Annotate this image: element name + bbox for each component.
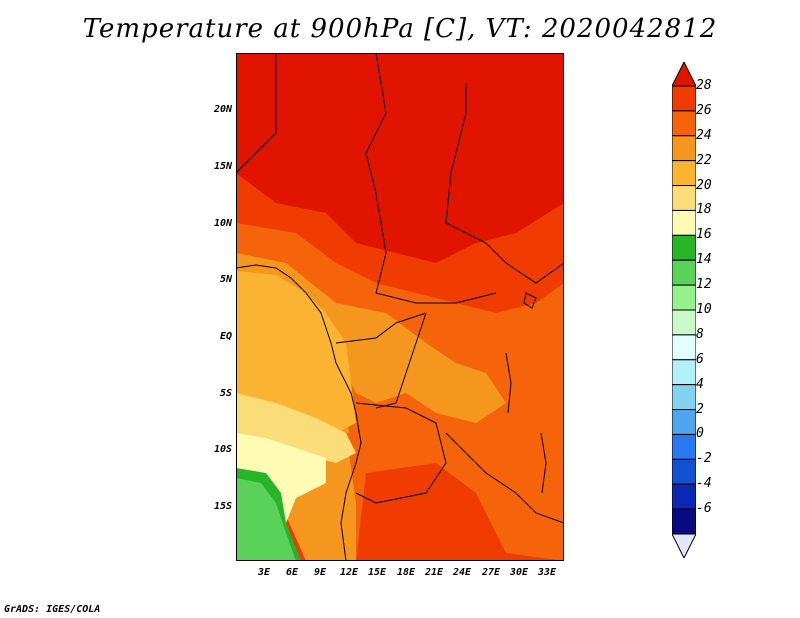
colorbar-tick-label: 12 (696, 277, 712, 293)
colorbar-tick-label: 4 (696, 376, 704, 392)
colorbar-tick-label: 22 (696, 152, 712, 168)
colorbar-segment (672, 85, 696, 112)
colorbar-segment (672, 508, 696, 535)
lon-label: 33E (537, 567, 557, 578)
colorbar-segment (672, 409, 696, 435)
lon-label: 18E (396, 567, 416, 578)
lat-label: 10N (213, 218, 232, 229)
colorbar-segment (672, 284, 696, 311)
colorbar-tick-label: 10 (696, 302, 712, 317)
border-4 (375, 292, 497, 304)
field-26-south (356, 463, 564, 561)
colorbar-tick-label: 14 (696, 252, 712, 268)
field-12 (236, 478, 296, 561)
colorbar-tick-label: 16 (696, 227, 712, 243)
colorbar-segment (672, 433, 696, 460)
lat-label: 5N (219, 274, 232, 285)
lat-label: 10S (213, 444, 232, 455)
lon-label: 3E (257, 567, 271, 578)
border-2 (445, 83, 564, 284)
lon-label: 21E (424, 567, 444, 578)
lat-label: 15S (213, 501, 232, 512)
colorbar-segment (672, 135, 696, 162)
colorbar-segment (672, 160, 696, 187)
colorbar-tick-label: -2 (696, 451, 712, 467)
colorbar-segment (672, 384, 696, 411)
field-18 (236, 393, 356, 463)
border-5 (375, 312, 427, 409)
colorbar-segment (672, 309, 696, 336)
lat-label: 15N (213, 161, 232, 172)
colorbar-segment (672, 110, 696, 137)
colorbar-segment (672, 259, 696, 286)
colorbar-tick-label: 6 (696, 351, 704, 367)
lon-label: 24E (452, 567, 472, 578)
lon-label: 9E (313, 567, 327, 578)
colorbar-segment (672, 533, 696, 558)
temperature-map (236, 53, 564, 561)
border-1 (365, 53, 387, 294)
colorbar-tick-label: 2 (696, 401, 704, 417)
lake-malawi (540, 432, 547, 494)
lat-label: 5S (219, 388, 232, 399)
colorbar-segment (672, 185, 696, 211)
credit-label: GrADS: IGES/COLA (4, 604, 101, 615)
lat-label: 20N (213, 104, 232, 115)
border-7 (445, 432, 564, 524)
field-20 (236, 271, 356, 433)
colorbar (672, 62, 696, 558)
colorbar-tick-label: -4 (696, 476, 712, 492)
colorbar-segment (672, 359, 696, 386)
colorbar-segment (672, 62, 696, 87)
colorbar-segment (672, 209, 696, 236)
coastline (236, 264, 362, 561)
colorbar-tick-label: 0 (696, 426, 704, 442)
chart-title: Temperature at 900hPa [C], VT: 202004281… (82, 14, 718, 44)
colorbar-tick-label: 26 (696, 102, 712, 118)
lon-label: 6E (285, 567, 299, 578)
colorbar-tick-label: 28 (696, 78, 712, 93)
colorbar-segment (672, 334, 696, 361)
lon-label: 27E (481, 567, 501, 578)
lake-tanganyika (505, 352, 512, 414)
colorbar-tick-label: 8 (696, 326, 704, 342)
map-frame (236, 53, 564, 561)
border-8 (335, 312, 427, 344)
colorbar-segment (672, 483, 696, 510)
lon-label: 30E (509, 567, 529, 578)
colorbar-tick-label: -6 (696, 501, 712, 517)
lon-label: 15E (367, 567, 387, 578)
lat-label: EQ (219, 331, 232, 342)
colorbar-segment (672, 234, 696, 261)
colorbar-tick-label: 18 (696, 202, 712, 218)
colorbar-tick-label: 20 (696, 177, 712, 193)
lake-victoria (523, 292, 537, 309)
colorbar-tick-label: 24 (696, 127, 712, 143)
border-3 (236, 53, 277, 174)
lon-label: 12E (339, 567, 359, 578)
border-6 (355, 402, 447, 504)
colorbar-segment (672, 458, 696, 485)
